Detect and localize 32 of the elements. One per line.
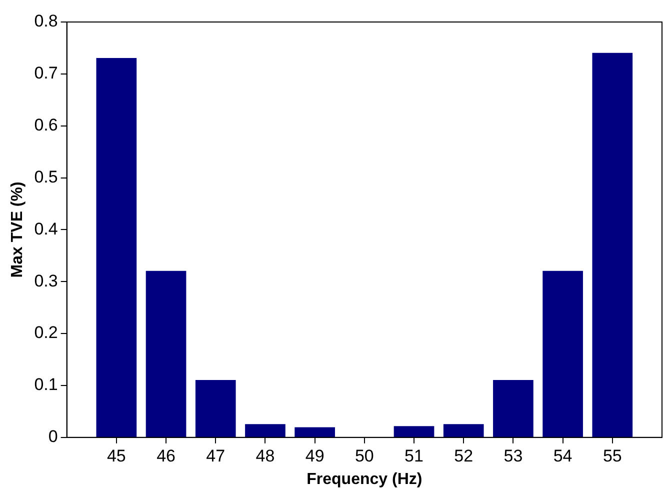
y-tick-label: 0.1 [34,375,58,394]
y-tick-label: 0.5 [34,167,58,186]
bar [146,270,186,438]
bar [96,58,137,438]
x-tick-label: 47 [206,446,226,466]
y-tick-label: 0.3 [34,271,58,290]
bar [195,380,236,438]
x-tick-label: 49 [305,446,324,466]
y-tick-label: 0 [48,427,58,446]
x-tick-label: 53 [504,446,523,466]
bar [493,380,534,438]
y-tick-label: 0.8 [34,12,58,31]
bar [245,424,286,438]
bar [542,270,583,438]
x-tick-label: 55 [602,446,622,466]
y-tick-label: 0.2 [34,323,58,342]
y-tick-label: 0.4 [34,219,58,238]
x-tick-label: 50 [354,446,374,466]
y-axis-title: Max TVE (%) [9,182,26,278]
x-tick-label: 51 [404,446,424,466]
x-tick-label: 46 [156,446,176,466]
bar [394,426,434,438]
bar [592,52,633,438]
x-tick-label: 54 [553,446,572,466]
x-tick-label: 48 [256,446,275,466]
x-tick-label: 52 [454,446,474,466]
y-tick-label: 0.6 [34,116,58,135]
x-axis-title: Frequency (Hz) [306,470,422,488]
bar [443,424,484,438]
y-tick-label: 0.7 [34,64,58,83]
bar [294,427,335,438]
x-tick-label: 45 [106,446,126,466]
